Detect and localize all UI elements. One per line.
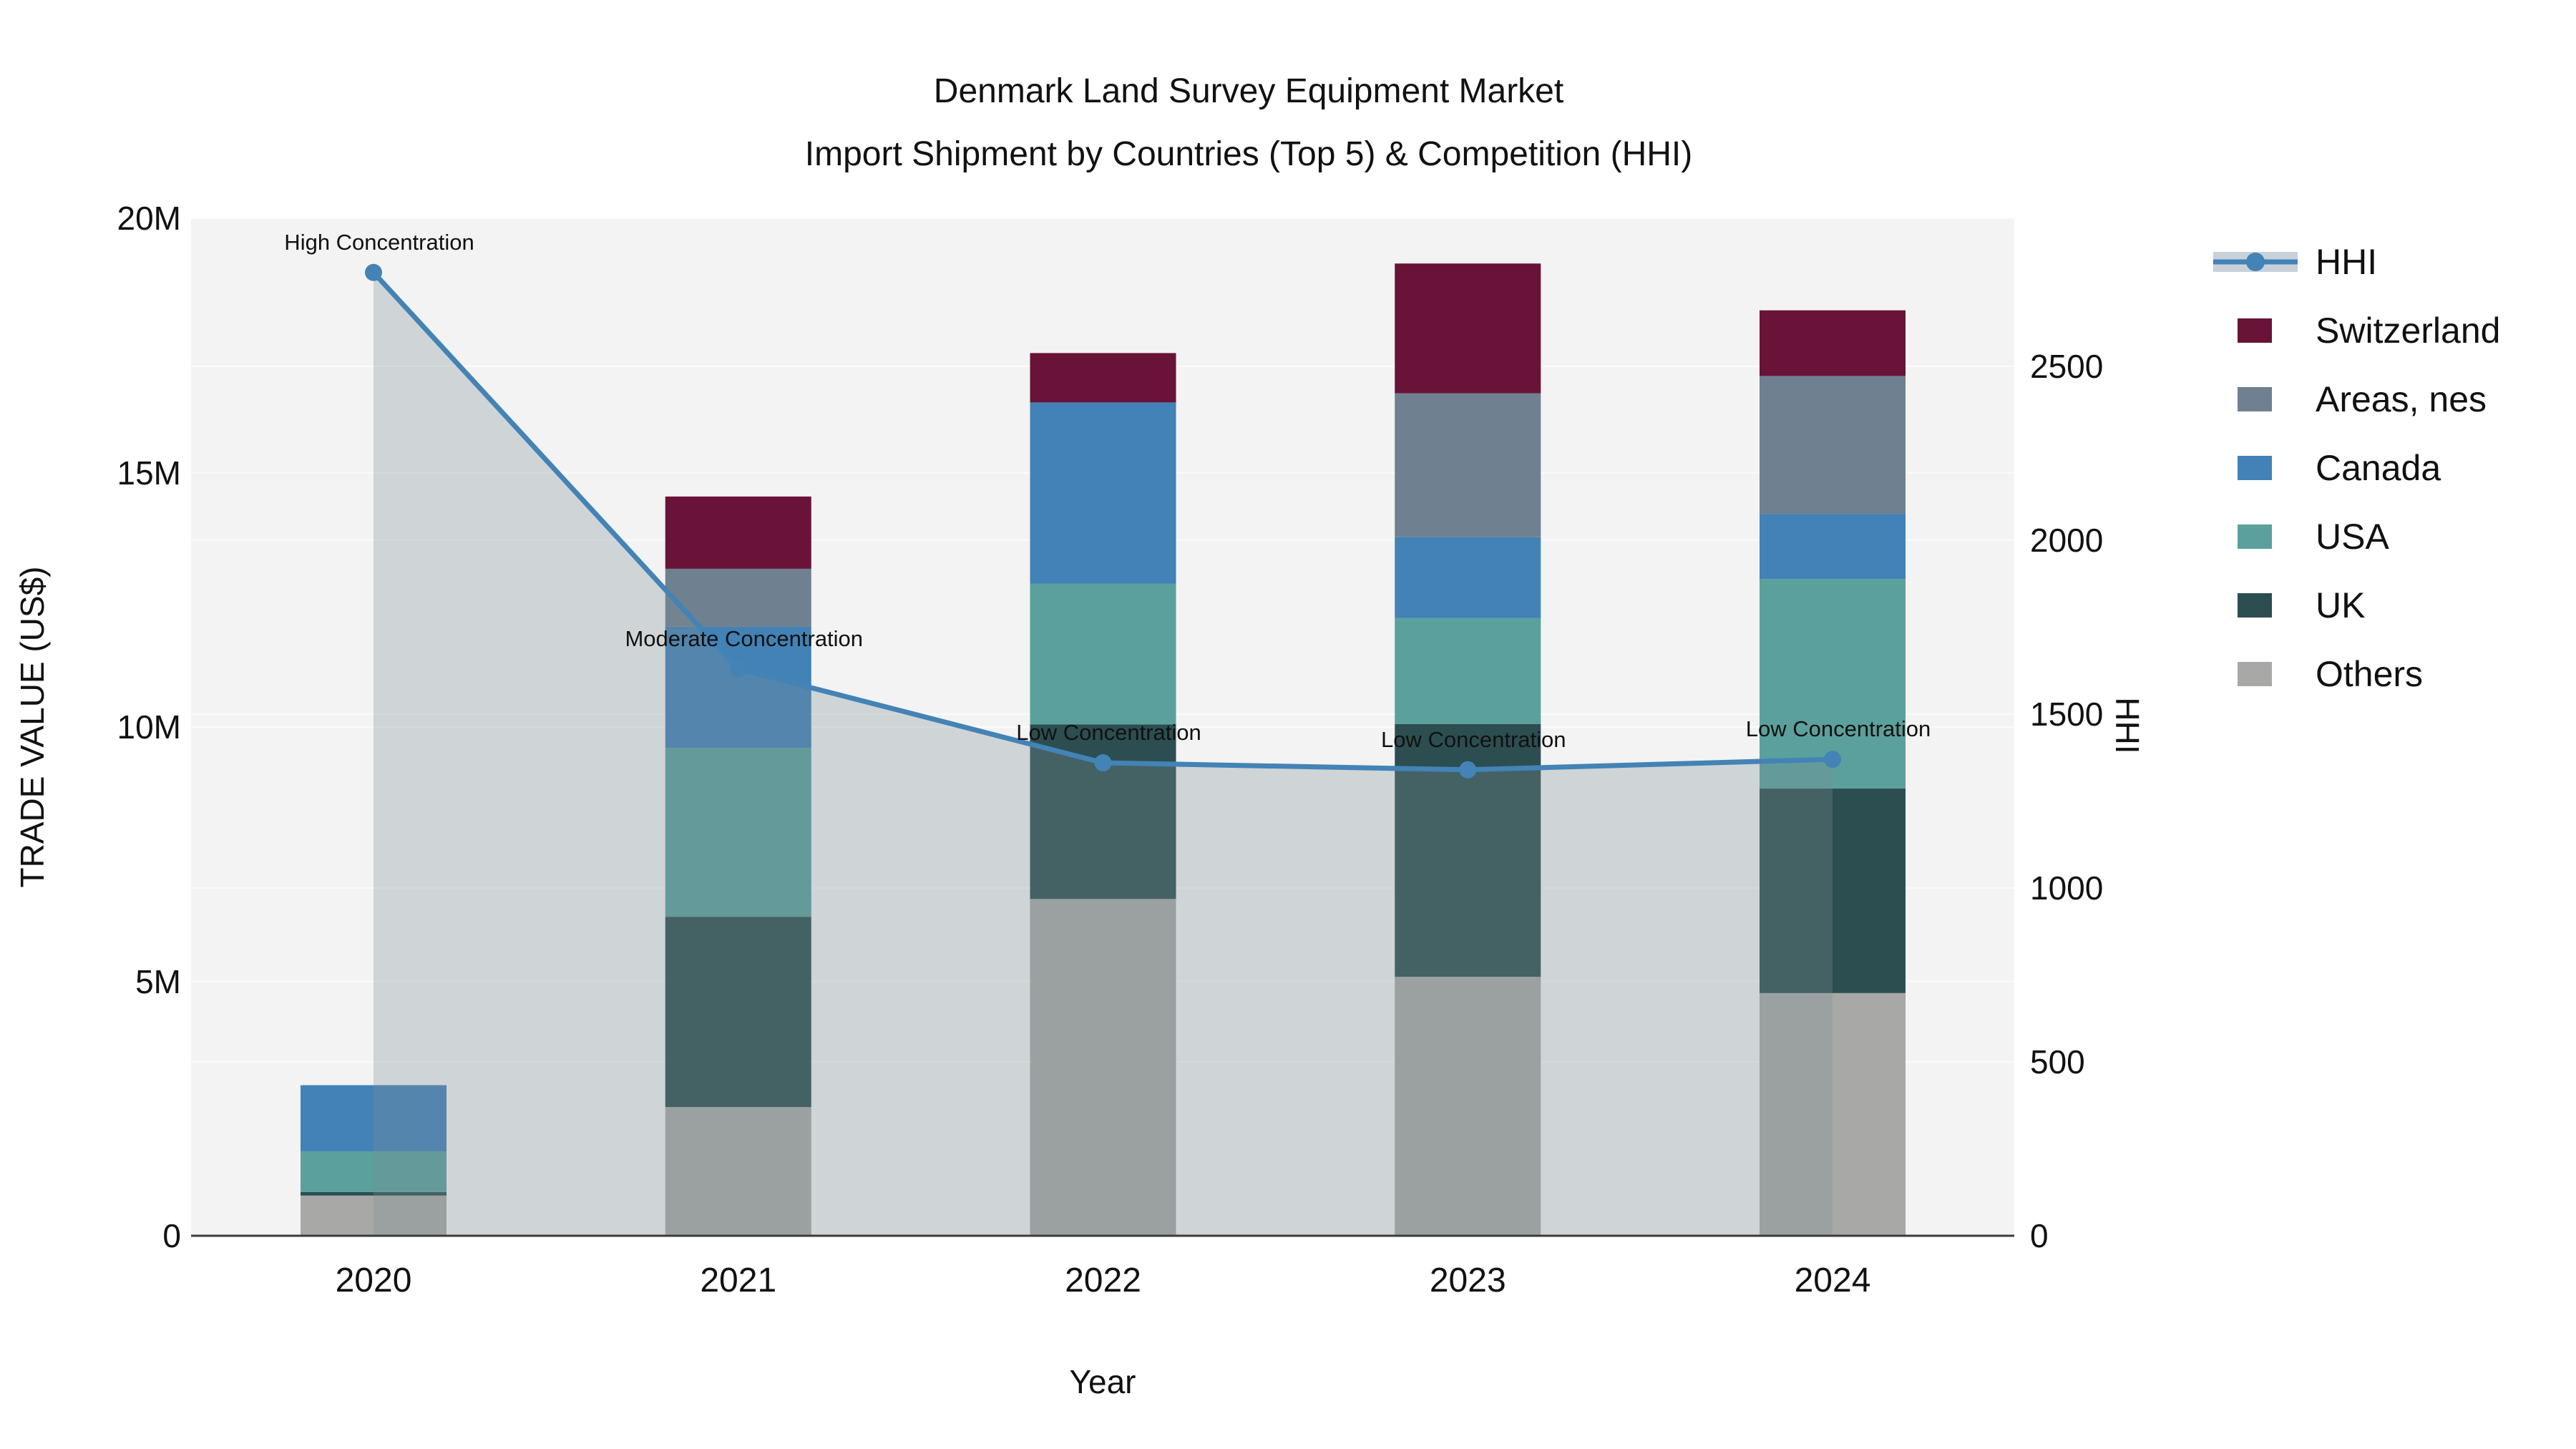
bar-segment-2022-others (1030, 899, 1176, 1236)
bar-segment-2020-uk (301, 1191, 447, 1196)
bar-segment-2022-uk (1030, 724, 1176, 899)
legend-item-usa[interactable]: USA (2213, 502, 2500, 571)
legend-line-sample (2213, 228, 2316, 296)
legend-item-uk[interactable]: UK (2213, 571, 2500, 640)
bar-segment-2020-usa (301, 1151, 447, 1192)
bar-segment-2021-others (665, 1107, 811, 1236)
bar-segment-2024-areas-nes (1760, 376, 1906, 514)
hhi-marker-2023 (1459, 761, 1477, 779)
legend-item-others[interactable]: Others (2213, 640, 2500, 708)
bar-segment-2021-uk (665, 917, 811, 1108)
legend-swatch-icon (2238, 525, 2272, 549)
legend-swatch-icon (2238, 662, 2272, 686)
legend-color-swatch (2213, 502, 2316, 571)
legend: HHI Switzerland Areas, nes Canada USA UK Other… (2213, 228, 2500, 708)
x-axis-title: Year (1069, 1363, 1136, 1400)
legend-swatch-icon (2238, 318, 2272, 343)
hhi-marker-2024 (1824, 751, 1841, 769)
bar-segment-2022-switzerland (1030, 353, 1176, 403)
legend-label: HHI (2316, 242, 2378, 282)
legend-item-areas-nes[interactable]: Areas, nes (2213, 365, 2500, 434)
bar-segment-2024-uk (1760, 789, 1906, 993)
bar-segment-2022-usa (1030, 583, 1176, 725)
legend-label: Canada (2316, 448, 2441, 488)
hhi-marker-2020 (365, 263, 382, 281)
bar-segment-2023-areas-nes (1395, 393, 1541, 537)
bar-segment-2020-others (301, 1195, 447, 1236)
hhi-marker-2022 (1094, 754, 1112, 772)
chart-title-line1: Denmark Land Survey Equipment Market (933, 72, 1564, 110)
y-axis-title: TRADE VALUE (US$) (14, 566, 51, 888)
bar-segment-2023-switzerland (1395, 263, 1541, 394)
legend-label: USA (2316, 517, 2389, 557)
bar-segment-2021-usa (665, 748, 811, 917)
legend-color-swatch (2213, 571, 2316, 640)
legend-label: Others (2316, 654, 2424, 694)
legend-label: UK (2316, 585, 2366, 625)
bar-segment-2024-switzerland (1760, 310, 1906, 376)
bar-segment-2023-usa (1395, 618, 1541, 724)
hhi-area-fill (374, 272, 1833, 1236)
bar-segment-2023-others (1395, 977, 1541, 1236)
y2-axis-title: HHI (2109, 697, 2146, 754)
legend-marker-dot-icon (2246, 253, 2265, 271)
legend-item-hhi[interactable]: HHI (2213, 228, 2500, 296)
chart-title-line2: Import Shipment by Countries (Top 5) & C… (804, 135, 1693, 173)
bar-segment-2023-canada (1395, 537, 1541, 618)
legend-color-swatch (2213, 640, 2316, 708)
hhi-marker-2021 (729, 660, 747, 678)
bar-segment-2022-canada (1030, 402, 1176, 584)
bar-segment-2021-switzerland (665, 496, 811, 569)
legend-item-canada[interactable]: Canada (2213, 434, 2500, 502)
chart-title: Denmark Land Survey Equipment Market Imp… (533, 60, 1964, 186)
bar-segment-2024-canada (1760, 514, 1906, 580)
legend-label: Switzerland (2316, 311, 2501, 351)
legend-swatch-icon (2238, 593, 2272, 618)
legend-swatch-icon (2238, 387, 2272, 411)
legend-swatch-icon (2238, 456, 2272, 480)
legend-color-swatch (2213, 365, 2316, 434)
legend-label: Areas, nes (2316, 379, 2487, 419)
bar-segment-2024-others (1760, 992, 1906, 1236)
bar-segment-2021-canada (665, 626, 811, 748)
legend-color-swatch (2213, 296, 2316, 365)
legend-item-switzerland[interactable]: Switzerland (2213, 296, 2500, 365)
legend-color-swatch (2213, 434, 2316, 502)
bar-segment-2020-canada (301, 1085, 447, 1151)
